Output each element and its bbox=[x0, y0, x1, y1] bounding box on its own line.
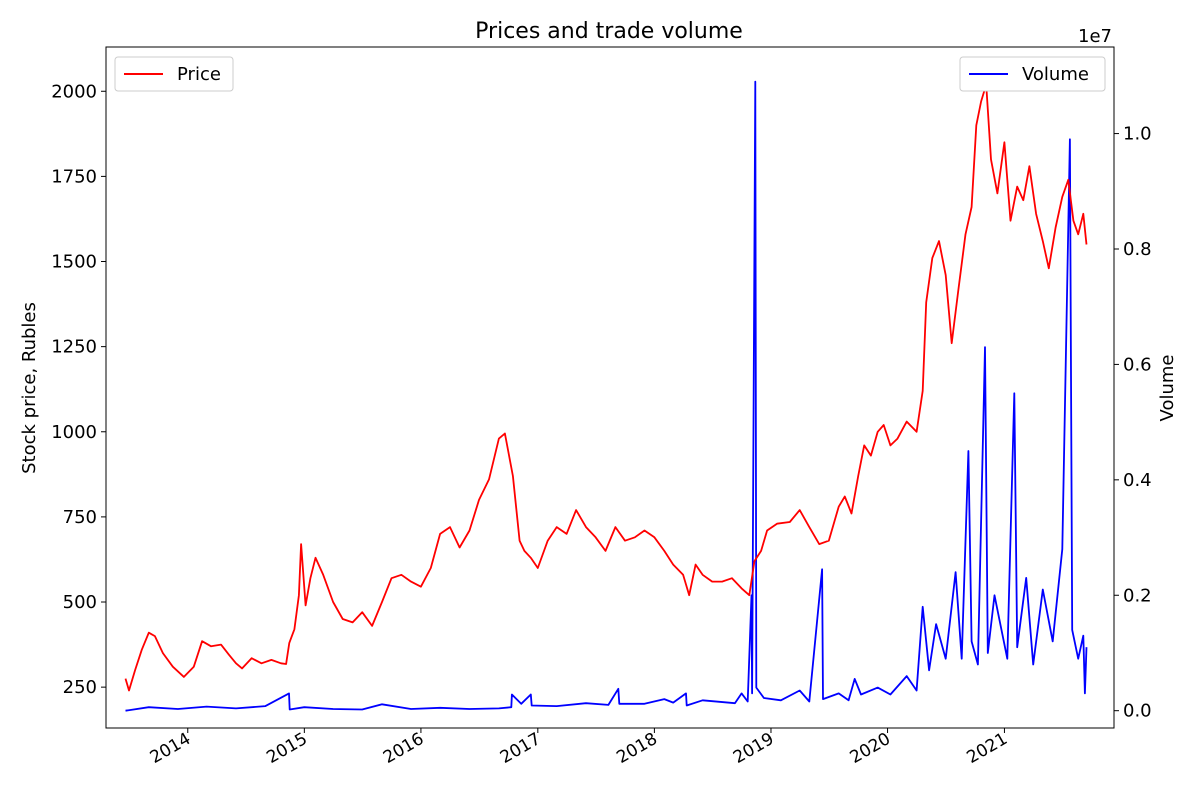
left-y-tick-label: 2000 bbox=[51, 81, 97, 102]
right-y-tick-label: 0.4 bbox=[1123, 470, 1152, 491]
left-y-tick-label: 1750 bbox=[51, 166, 97, 187]
right-y-tick-label: 0.0 bbox=[1123, 701, 1152, 722]
right-y-axis: 0.0 0.2 0.4 0.6 0.8 1.0 bbox=[1114, 124, 1152, 722]
legend-price-label: Price bbox=[177, 64, 221, 85]
x-tick-label: 2014 bbox=[147, 729, 194, 768]
left-y-tick-label: 750 bbox=[63, 507, 97, 528]
plot-frame bbox=[105, 46, 1115, 729]
chart-title: Prices and trade volume bbox=[475, 19, 743, 44]
legend-volume-box bbox=[959, 56, 1106, 92]
series-layer bbox=[124, 80, 1088, 712]
x-tick-label: 2018 bbox=[613, 729, 660, 768]
legend-volume-label: Volume bbox=[1022, 64, 1089, 85]
right-y-axis-label: Volume bbox=[1157, 355, 1178, 422]
x-tick-label: 2019 bbox=[730, 729, 777, 768]
left-y-axis-label: Stock price, Rubles bbox=[19, 302, 40, 474]
left-y-tick-label: 1250 bbox=[51, 337, 97, 358]
right-y-tick-label: 0.2 bbox=[1123, 585, 1152, 606]
right-y-tick-label: 0.8 bbox=[1123, 239, 1152, 260]
series-line-volume bbox=[125, 80, 1088, 712]
series-line-price bbox=[124, 83, 1088, 692]
x-tick-label: 2016 bbox=[380, 729, 427, 768]
left-y-tick-label: 250 bbox=[63, 677, 97, 698]
left-y-tick-label: 500 bbox=[63, 592, 97, 613]
x-tick-label: 2020 bbox=[847, 729, 894, 768]
right-y-tick-label: 0.6 bbox=[1123, 354, 1152, 375]
x-tick-label: 2015 bbox=[263, 729, 310, 768]
left-y-tick-label: 1000 bbox=[51, 422, 97, 443]
left-y-tick-label: 1500 bbox=[51, 252, 97, 273]
x-axis: 2014 2015 2016 2017 2018 2019 2020 2021 bbox=[147, 728, 1011, 768]
x-tick-label: 2021 bbox=[963, 729, 1010, 768]
legend-price-box bbox=[114, 56, 234, 92]
legend-price: Price bbox=[114, 56, 234, 92]
right-y-axis-offset-text: 1e7 bbox=[1078, 26, 1112, 47]
left-y-axis: 250 500 750 1000 1250 1500 1750 2000 bbox=[51, 81, 106, 698]
right-y-tick-label: 1.0 bbox=[1123, 124, 1152, 145]
x-tick-label: 2017 bbox=[497, 729, 544, 768]
legend-volume: Volume bbox=[959, 56, 1106, 92]
